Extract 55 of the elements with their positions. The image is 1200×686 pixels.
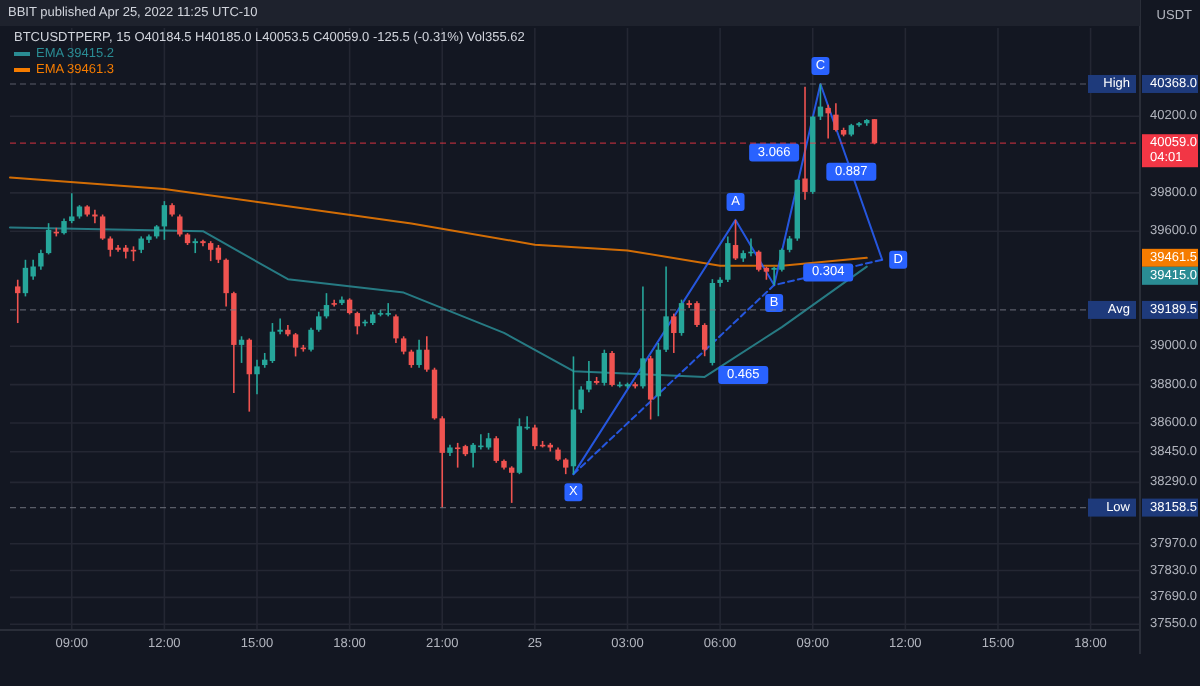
candlestick [385,302,391,318]
candlestick [439,415,445,509]
candlestick [694,300,700,328]
candlestick [532,424,538,451]
candlestick [354,310,361,336]
candlestick [601,348,608,387]
candlestick [254,358,260,395]
candlestick [207,240,214,262]
candlestick [308,326,314,353]
candlestick [45,222,52,256]
candlestick [223,257,229,308]
candlestick [647,355,654,421]
candlestick [663,265,669,353]
candlestick [177,213,183,238]
candlestick [779,247,785,273]
candlestick [107,235,114,258]
candlestick [817,83,824,121]
candlestick [717,276,723,288]
candlestick [516,417,523,475]
candlestick [99,213,106,241]
candlestick [38,249,44,271]
candlestick [454,442,461,469]
candlestick [215,244,222,264]
candlestick [161,200,168,241]
candlestick [424,335,430,373]
candlestick [756,249,762,273]
candlestick [609,350,615,388]
candlestick [246,337,252,413]
candlestick [802,85,808,201]
candlestick [825,103,831,140]
candlestick [871,118,878,146]
line-series [9,226,868,378]
candlestick [269,322,276,364]
candlestick [470,442,476,469]
candlestick [292,332,299,358]
candlestick [316,310,322,333]
candlestick [578,385,584,414]
candlestick [493,435,499,464]
candlestick [393,313,399,344]
candlestick [400,335,407,356]
line-series [9,176,868,267]
candlestick [22,258,29,298]
candlestick [586,360,592,394]
candlestick [701,322,708,358]
candlestick [69,192,75,224]
candlestick [725,235,731,283]
candlestick [277,317,283,336]
candlestick [833,102,839,133]
candlestick [640,285,646,390]
candlestick [655,342,662,418]
candlestick [671,312,677,354]
candlestick [115,244,121,253]
candlestick [416,338,422,369]
candlestick [15,278,21,324]
candlestick [192,237,198,254]
